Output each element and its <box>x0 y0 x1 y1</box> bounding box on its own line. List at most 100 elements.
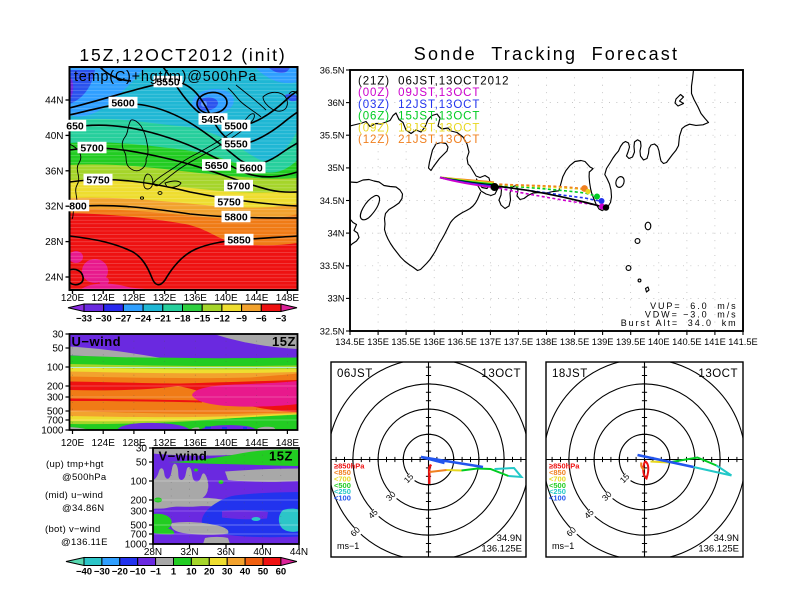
svg-text:134.5E: 134.5E <box>335 337 364 347</box>
svg-text:(21Z) 06JST,13OCT2012: (21Z) 06JST,13OCT2012 <box>358 76 509 88</box>
svg-text:32.5N: 32.5N <box>320 326 345 336</box>
svg-text:30: 30 <box>136 444 148 455</box>
svg-text:(06Z) 15JST,13OCT: (06Z) 15JST,13OCT <box>358 111 480 123</box>
svg-text:33N: 33N <box>327 294 344 304</box>
svg-text:ms−1: ms−1 <box>552 541 574 551</box>
svg-text:1000: 1000 <box>125 540 148 551</box>
svg-text:−20: −20 <box>112 567 128 578</box>
svg-text:136.125E: 136.125E <box>698 544 739 555</box>
svg-text:33.5N: 33.5N <box>320 261 345 271</box>
svg-text:<850: <850 <box>334 468 351 477</box>
svg-text:<500: <500 <box>334 481 351 490</box>
svg-text:5550: 5550 <box>156 76 180 88</box>
svg-text:35N: 35N <box>327 163 344 173</box>
svg-text:<250: <250 <box>549 487 566 496</box>
svg-text:40N: 40N <box>45 131 63 142</box>
svg-text:−21: −21 <box>155 314 172 325</box>
svg-text:135.5E: 135.5E <box>391 337 420 347</box>
svg-text:−12: −12 <box>214 314 230 325</box>
svg-text:141E: 141E <box>704 337 726 347</box>
svg-text:24N: 24N <box>45 273 63 284</box>
svg-text:124E: 124E <box>92 293 116 304</box>
svg-text:128E: 128E <box>122 438 146 449</box>
svg-text:144E: 144E <box>245 438 269 449</box>
svg-text:U−wind: U−wind <box>72 334 122 349</box>
svg-text:−27: −27 <box>115 314 131 325</box>
svg-text:60: 60 <box>276 567 287 578</box>
svg-text:(mid) u−wind: (mid) u−wind <box>45 490 103 501</box>
svg-text:−10: −10 <box>130 567 146 578</box>
svg-text:34.9N: 34.9N <box>714 533 739 544</box>
svg-text:5700: 5700 <box>227 180 251 192</box>
svg-text:124E: 124E <box>92 438 116 449</box>
svg-text:136.125E: 136.125E <box>481 544 522 555</box>
svg-text:−33: −33 <box>76 314 92 325</box>
svg-text:5750: 5750 <box>86 174 110 186</box>
svg-text:300: 300 <box>47 393 64 404</box>
svg-text:30: 30 <box>222 567 233 578</box>
svg-text:136.5E: 136.5E <box>448 337 477 347</box>
svg-text:140E: 140E <box>214 293 238 304</box>
svg-text:1000: 1000 <box>41 426 64 437</box>
svg-text:34N: 34N <box>327 228 344 238</box>
svg-text:<700: <700 <box>549 474 566 483</box>
svg-text:200: 200 <box>47 382 64 393</box>
svg-text:28N: 28N <box>144 547 162 558</box>
svg-text:36.5N: 36.5N <box>320 65 345 75</box>
svg-text:148E: 148E <box>276 438 300 449</box>
svg-text:138E: 138E <box>536 337 558 347</box>
svg-text:36N: 36N <box>45 166 63 177</box>
svg-text:temp(C)+hgt(m)@500hPa: temp(C)+hgt(m)@500hPa <box>74 69 257 85</box>
svg-text:13OCT: 13OCT <box>698 368 738 380</box>
svg-text:Burst Alt= 34.0 km: Burst Alt= 34.0 km <box>621 318 738 328</box>
svg-text:5600: 5600 <box>239 162 263 174</box>
svg-text:34.9N: 34.9N <box>497 533 522 544</box>
svg-text:139.5E: 139.5E <box>616 337 645 347</box>
svg-text:ms−1: ms−1 <box>337 541 359 551</box>
svg-text:<700: <700 <box>334 474 351 483</box>
svg-text:@34.86N: @34.86N <box>62 503 104 514</box>
svg-text:141.5E: 141.5E <box>728 337 757 347</box>
svg-text:500: 500 <box>47 407 64 418</box>
svg-text:−18: −18 <box>174 314 190 325</box>
svg-text:5650: 5650 <box>205 160 229 172</box>
svg-text:−24: −24 <box>135 314 152 325</box>
svg-text:<100: <100 <box>549 494 566 503</box>
svg-text:120E: 120E <box>61 438 85 449</box>
svg-text:34.5N: 34.5N <box>320 196 345 206</box>
svg-text:138.5E: 138.5E <box>560 337 589 347</box>
svg-text:44N: 44N <box>45 96 63 107</box>
svg-text:40N: 40N <box>253 547 271 558</box>
svg-text:−9: −9 <box>236 314 247 325</box>
svg-text:5750: 5750 <box>217 196 241 208</box>
svg-text:(bot) v−wind: (bot) v−wind <box>45 524 101 535</box>
svg-text:50: 50 <box>258 567 269 578</box>
svg-text:36N: 36N <box>327 98 344 108</box>
svg-text:<250: <250 <box>334 487 351 496</box>
svg-text:(03Z) 12JST,13OCT: (03Z) 12JST,13OCT <box>358 99 480 111</box>
svg-text:700: 700 <box>130 530 147 541</box>
svg-text:100: 100 <box>130 477 147 488</box>
svg-text:100: 100 <box>47 363 64 374</box>
svg-text:13OCT: 13OCT <box>481 368 521 380</box>
svg-text:40: 40 <box>240 567 251 578</box>
svg-text:28N: 28N <box>45 237 63 248</box>
svg-text:−30: −30 <box>94 567 110 578</box>
svg-text:5800: 5800 <box>224 211 248 223</box>
svg-text:−6: −6 <box>256 314 267 325</box>
svg-text:15Z: 15Z <box>269 448 293 463</box>
svg-text:−30: −30 <box>96 314 112 325</box>
svg-text:32N: 32N <box>45 202 63 213</box>
svg-text:15Z,12OCT2012 (init): 15Z,12OCT2012 (init) <box>79 45 286 65</box>
svg-text:200: 200 <box>130 496 147 507</box>
svg-text:≥850hPa: ≥850hPa <box>334 461 365 470</box>
svg-text:5550: 5550 <box>224 138 248 150</box>
svg-text:30: 30 <box>52 330 64 341</box>
svg-text:35.5N: 35.5N <box>320 131 345 141</box>
svg-text:@136.11E: @136.11E <box>61 537 108 548</box>
svg-text:128E: 128E <box>122 293 146 304</box>
svg-text:15Z: 15Z <box>272 334 296 349</box>
svg-text:5600: 5600 <box>111 97 135 109</box>
svg-text:−40: −40 <box>76 567 92 578</box>
svg-text:144E: 144E <box>245 293 269 304</box>
